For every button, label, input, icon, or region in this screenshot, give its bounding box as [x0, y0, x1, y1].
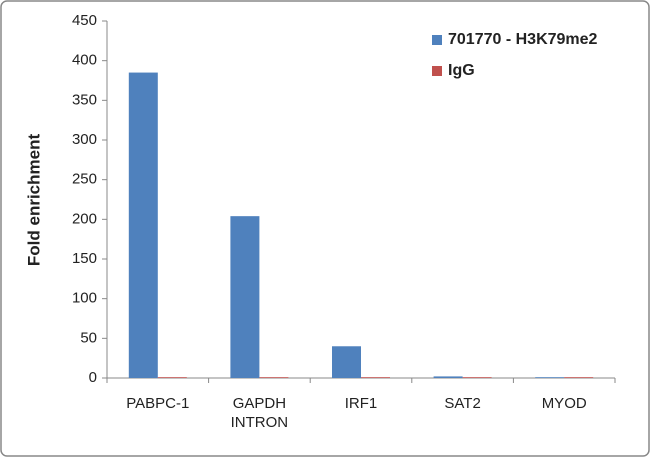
bar — [564, 377, 594, 378]
bar — [259, 377, 289, 378]
bar — [462, 377, 492, 378]
y-axis-title: Fold enrichment — [24, 134, 43, 267]
x-tick-label: PABPC-1 — [126, 395, 189, 412]
bar — [535, 377, 565, 378]
y-tick-label: 200 — [72, 210, 97, 227]
x-tick-label: SAT2 — [444, 395, 480, 412]
bar — [128, 72, 158, 379]
x-tick-label: GAPDH INTRON — [231, 395, 289, 431]
x-tick-label: MYOD — [542, 395, 587, 412]
y-tick-label: 250 — [72, 171, 97, 188]
legend-swatch — [432, 35, 442, 45]
bar — [433, 376, 463, 378]
legend-label: IgG — [448, 62, 475, 79]
y-tick-label: 0 — [89, 369, 97, 386]
y-tick-label: 50 — [80, 329, 97, 346]
y-tick-label: 300 — [72, 131, 97, 148]
legend-label: 701770 - H3K79me2 — [448, 31, 598, 48]
x-tick-label: IRF1 — [345, 395, 378, 412]
y-tick-label: 350 — [72, 91, 97, 108]
y-tick-label: 450 — [72, 12, 97, 29]
bar — [157, 377, 187, 378]
bar — [332, 346, 361, 378]
y-tick-label: 150 — [72, 250, 97, 267]
y-tick-label: 400 — [72, 52, 97, 69]
bar — [361, 377, 390, 378]
bar — [230, 216, 260, 378]
legend-swatch — [432, 66, 442, 76]
y-tick-label: 100 — [72, 290, 97, 307]
